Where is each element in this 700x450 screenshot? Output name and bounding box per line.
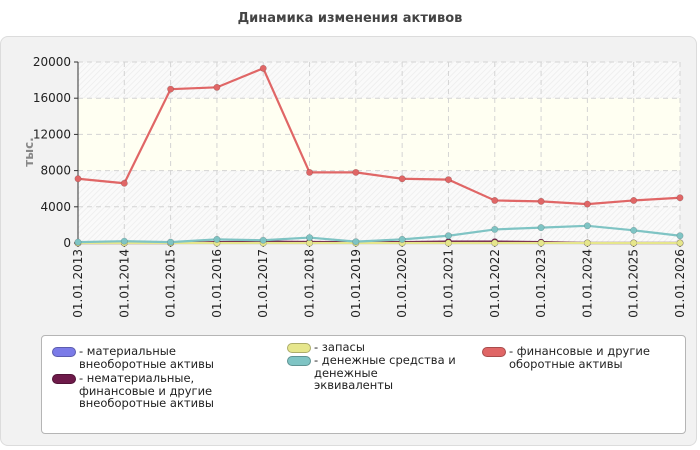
data-point — [444, 239, 452, 247]
data-point — [398, 175, 406, 183]
data-point — [630, 226, 638, 234]
series-lines — [74, 64, 684, 247]
y-axis-label: тыс. — [22, 137, 36, 166]
legend-label: - нематериальные, финансовые и другие вн… — [79, 371, 214, 410]
data-point — [259, 64, 267, 72]
x-tick-label: 01.01.2020 — [395, 249, 409, 318]
data-point — [444, 232, 452, 240]
data-point — [676, 194, 684, 202]
legend-item: - нематериальные, финансовые и другие вн… — [52, 372, 252, 410]
legend-label: - финансовые и другие оборотные активы — [509, 344, 650, 371]
legend-item: - материальные внеоборотные активы — [52, 345, 252, 370]
data-point — [583, 200, 591, 208]
legend-swatch — [482, 347, 506, 357]
x-tick-label: 01.01.2024 — [580, 249, 594, 318]
data-point — [213, 235, 221, 243]
y-tick-label: 0 — [63, 236, 71, 250]
data-point — [213, 83, 221, 91]
legend-item: - запасы — [287, 341, 457, 354]
data-point — [630, 239, 638, 247]
data-point — [167, 238, 175, 246]
x-tick-label: 01.01.2016 — [210, 249, 224, 318]
data-point — [491, 196, 499, 204]
x-tick-label: 01.01.2025 — [627, 249, 641, 318]
legend-item: - финансовые и другие оборотные активы — [482, 345, 662, 370]
x-tick-label: 01.01.2018 — [303, 249, 317, 318]
legend: - материальные внеоборотные активы - нема… — [41, 335, 686, 434]
data-point — [306, 168, 314, 176]
x-tick-label: 01.01.2021 — [441, 249, 455, 318]
series-line — [77, 224, 681, 244]
data-point — [537, 197, 545, 205]
x-tick-label: 01.01.2023 — [534, 249, 548, 318]
y-tick-label: 16000 — [33, 91, 71, 105]
x-tick-label: 01.01.2014 — [117, 249, 131, 318]
data-point — [537, 239, 545, 247]
data-point — [398, 235, 406, 243]
axes: 0 4000 8000 12000 16000 20000 01.01.2013 01.01.… — [33, 55, 687, 318]
legend-label: - денежные средства и денежные эквивален… — [314, 353, 456, 392]
x-tick-label: 01.01.2026 — [673, 249, 687, 318]
legend-swatch — [287, 356, 311, 366]
grid-lines — [77, 61, 681, 243]
data-point — [306, 234, 314, 242]
chart-title: Динамика изменения активов — [237, 11, 463, 26]
legend-swatch — [287, 343, 311, 353]
y-tick-label: 20000 — [33, 55, 71, 69]
x-tick-label: 01.01.2022 — [488, 249, 502, 318]
y-tick-label: 12000 — [33, 127, 71, 141]
x-tick-label: 01.01.2019 — [349, 249, 363, 318]
data-point — [74, 175, 82, 183]
data-point — [120, 237, 128, 245]
data-point — [630, 196, 638, 204]
series — [74, 64, 684, 208]
data-point — [352, 238, 360, 246]
x-tick-label: 01.01.2015 — [164, 249, 178, 318]
data-point — [352, 168, 360, 176]
legend-swatch — [52, 374, 76, 384]
series — [74, 222, 684, 246]
data-point — [167, 85, 175, 93]
y-tick-label: 8000 — [40, 164, 71, 178]
data-point — [583, 239, 591, 247]
data-point — [676, 232, 684, 240]
y-tick-label: 4000 — [40, 200, 71, 214]
x-tick-label: 01.01.2017 — [256, 249, 270, 318]
data-point — [74, 238, 82, 246]
data-point — [537, 224, 545, 232]
legend-swatch — [52, 347, 76, 357]
series-line — [77, 66, 681, 206]
data-point — [120, 179, 128, 187]
data-point — [583, 222, 591, 230]
legend-item: - денежные средства и денежные эквивален… — [287, 354, 457, 392]
data-point — [676, 239, 684, 247]
data-point — [259, 236, 267, 244]
data-point — [491, 239, 499, 247]
data-point — [491, 225, 499, 233]
legend-label: - запасы — [314, 340, 365, 354]
data-point — [444, 176, 452, 184]
x-tick-label: 01.01.2013 — [71, 249, 85, 318]
legend-label: - материальные внеоборотные активы — [79, 344, 214, 371]
